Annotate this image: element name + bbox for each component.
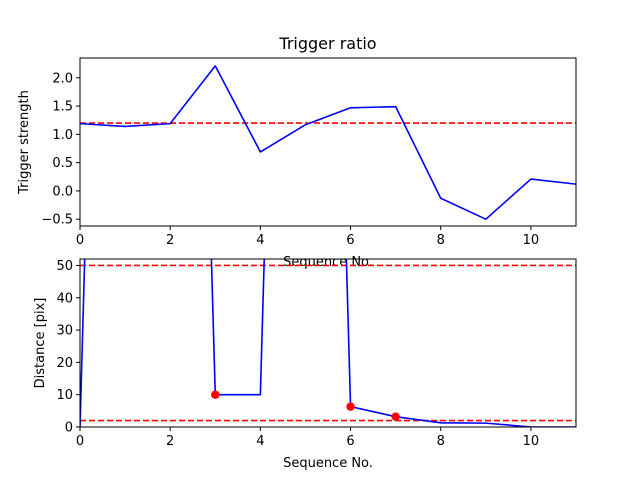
bottom-chart-x-tick-label-5: 10 — [523, 434, 540, 449]
top-chart-y-tick-label-2: 0.5 — [52, 156, 73, 171]
bottom-chart-y-tick-label-1: 10 — [56, 388, 73, 403]
bottom-chart-data-layer — [80, 259, 576, 427]
bottom-chart-y-tick-label-4: 40 — [56, 291, 73, 306]
bottom-chart-frame — [79, 258, 577, 428]
top-chart-frame — [79, 57, 577, 227]
top-chart-y-axis-label: Trigger strength — [17, 90, 32, 195]
bottom-chart-x-tick-label-3: 6 — [346, 434, 354, 449]
bottom-chart: 0 2 4 6 8 10 0 10 20 30 40 50 Sequence No. Distance… — [33, 258, 577, 471]
top-chart-y-tick-label-0: −0.5 — [41, 213, 73, 228]
bottom-chart-y-tick-label-2: 20 — [56, 356, 73, 371]
top-chart-data-layer — [80, 65, 576, 221]
bottom-chart-marker-2 — [391, 412, 400, 421]
top-chart-x-axis-label: Sequence No. — [283, 255, 373, 270]
bottom-chart-marker-0 — [211, 390, 220, 399]
top-chart-y-tick-label-1: 0.0 — [52, 184, 73, 199]
top-chart-series-line-0 — [80, 65, 576, 221]
top-chart-x-tick-label-3: 6 — [346, 233, 354, 248]
bottom-chart-x-axis-label: Sequence No. — [283, 456, 373, 471]
top-chart-x-tick-label-4: 8 — [437, 233, 445, 248]
top-chart-x-tick-label-5: 10 — [523, 233, 540, 248]
bottom-chart-series-line-0 — [80, 259, 576, 427]
bottom-chart-y-tick-label-0: 0 — [65, 421, 73, 436]
top-chart-y-tick-label-5: 2.0 — [52, 71, 73, 86]
bottom-chart-x-tick-label-4: 8 — [437, 434, 445, 449]
top-chart-y-tick-label-3: 1.0 — [52, 128, 73, 143]
top-chart-x-tick-label-0: 0 — [76, 233, 84, 248]
bottom-chart-y-axis-label: Distance [pix] — [33, 298, 48, 389]
top-chart-x-tick-label-2: 4 — [256, 233, 264, 248]
bottom-chart-x-tick-label-2: 4 — [256, 434, 264, 449]
bottom-chart-y-tick-label-3: 30 — [56, 324, 73, 339]
top-chart-plot-area: 0 2 4 6 8 10 −0.5 0.0 0.5 1.0 1.5 2.0 — [41, 57, 577, 248]
bottom-chart-marker-1 — [346, 402, 355, 411]
top-chart-title: Trigger ratio — [278, 34, 376, 53]
bottom-chart-x-tick-label-1: 2 — [166, 434, 174, 449]
bottom-chart-y-tick-label-5: 50 — [56, 259, 73, 274]
bottom-chart-x-tick-label-0: 0 — [76, 434, 84, 449]
bottom-chart-plot-area: 0 2 4 6 8 10 0 10 20 30 40 50 — [56, 258, 577, 449]
top-chart-x-tick-label-1: 2 — [166, 233, 174, 248]
top-chart-y-tick-label-4: 1.5 — [52, 100, 73, 115]
